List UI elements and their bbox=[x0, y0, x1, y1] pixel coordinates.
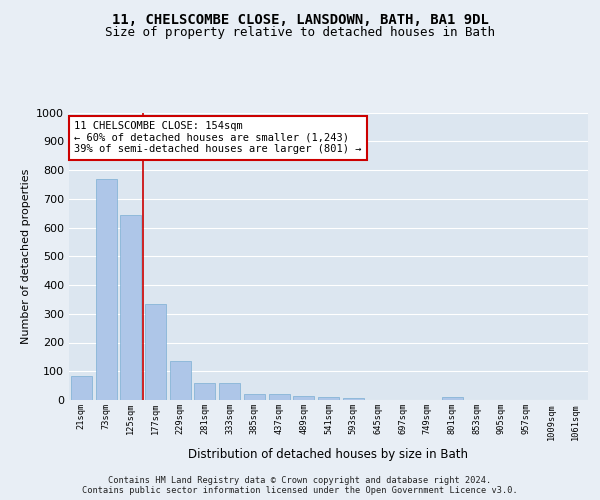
Bar bbox=[71, 376, 92, 400]
Text: 11, CHELSCOMBE CLOSE, LANSDOWN, BATH, BA1 9DL: 11, CHELSCOMBE CLOSE, LANSDOWN, BATH, BA… bbox=[112, 12, 488, 26]
Bar bbox=[318, 397, 339, 400]
Bar bbox=[442, 397, 463, 400]
Bar bbox=[343, 398, 364, 400]
Bar bbox=[95, 178, 116, 400]
Bar bbox=[145, 304, 166, 400]
Text: 11 CHELSCOMBE CLOSE: 154sqm
← 60% of detached houses are smaller (1,243)
39% of : 11 CHELSCOMBE CLOSE: 154sqm ← 60% of det… bbox=[74, 121, 362, 154]
Bar bbox=[194, 383, 215, 400]
Bar bbox=[219, 383, 240, 400]
Bar bbox=[269, 394, 290, 400]
Text: Size of property relative to detached houses in Bath: Size of property relative to detached ho… bbox=[105, 26, 495, 39]
Bar bbox=[244, 394, 265, 400]
Bar bbox=[120, 214, 141, 400]
X-axis label: Distribution of detached houses by size in Bath: Distribution of detached houses by size … bbox=[188, 448, 469, 461]
Bar bbox=[170, 361, 191, 400]
Text: Contains HM Land Registry data © Crown copyright and database right 2024.
Contai: Contains HM Land Registry data © Crown c… bbox=[82, 476, 518, 495]
Bar bbox=[293, 396, 314, 400]
Y-axis label: Number of detached properties: Number of detached properties bbox=[20, 168, 31, 344]
